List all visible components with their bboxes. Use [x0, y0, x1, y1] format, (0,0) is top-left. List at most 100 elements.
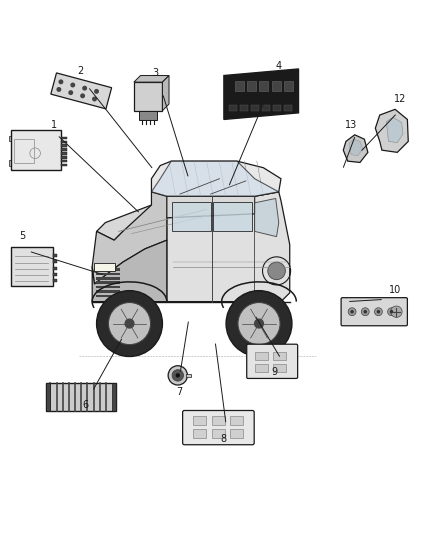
Bar	[251, 104, 258, 111]
Bar	[271, 81, 280, 91]
Polygon shape	[151, 161, 280, 196]
Bar	[259, 81, 268, 91]
Bar	[9, 160, 12, 166]
Text: 1: 1	[50, 120, 57, 130]
Circle shape	[125, 319, 134, 328]
Bar	[95, 286, 120, 288]
Polygon shape	[212, 201, 252, 231]
Polygon shape	[343, 135, 367, 163]
Bar	[46, 383, 50, 411]
Polygon shape	[385, 117, 402, 143]
Bar	[53, 266, 57, 270]
Polygon shape	[151, 161, 278, 196]
Polygon shape	[92, 192, 166, 284]
Circle shape	[127, 292, 132, 297]
Circle shape	[69, 91, 72, 94]
FancyBboxPatch shape	[340, 297, 406, 326]
Polygon shape	[162, 76, 169, 111]
Circle shape	[57, 88, 60, 91]
Circle shape	[108, 303, 150, 345]
Bar	[61, 148, 67, 151]
Circle shape	[226, 290, 291, 357]
Bar	[234, 81, 243, 91]
Bar	[14, 139, 34, 163]
Circle shape	[347, 308, 355, 316]
Circle shape	[389, 310, 392, 313]
Circle shape	[390, 306, 401, 318]
Text: 8: 8	[220, 434, 226, 444]
Bar	[139, 111, 156, 120]
Text: 13: 13	[344, 120, 357, 131]
Bar	[283, 104, 291, 111]
Bar	[272, 364, 286, 372]
Circle shape	[96, 290, 162, 357]
Bar	[95, 273, 120, 275]
Circle shape	[95, 90, 98, 93]
Bar	[61, 141, 67, 143]
Text: 4: 4	[275, 61, 281, 71]
Polygon shape	[374, 109, 407, 152]
Bar	[46, 383, 116, 411]
Bar	[61, 156, 67, 158]
Polygon shape	[223, 69, 298, 119]
FancyBboxPatch shape	[246, 344, 297, 378]
Bar	[247, 81, 255, 91]
Bar	[53, 260, 57, 263]
Bar	[254, 352, 267, 360]
Circle shape	[168, 366, 187, 385]
Text: 2: 2	[77, 66, 83, 76]
Bar	[95, 295, 120, 297]
Text: 10: 10	[388, 285, 400, 295]
Text: 5: 5	[19, 231, 25, 241]
Text: 3: 3	[152, 68, 159, 78]
Bar	[211, 429, 224, 438]
Circle shape	[172, 370, 183, 381]
Bar	[240, 104, 247, 111]
Polygon shape	[51, 73, 111, 109]
Bar	[61, 164, 67, 166]
Bar	[229, 104, 237, 111]
Circle shape	[71, 83, 74, 87]
Bar	[254, 364, 267, 372]
Bar	[193, 429, 206, 438]
Circle shape	[267, 262, 285, 280]
Bar	[95, 277, 120, 280]
Bar	[61, 144, 67, 147]
Bar	[283, 81, 292, 91]
Bar	[261, 104, 269, 111]
Bar	[211, 416, 224, 425]
Circle shape	[360, 308, 368, 316]
Bar	[95, 268, 120, 271]
Bar	[95, 281, 120, 284]
Bar	[53, 279, 57, 282]
Text: 6: 6	[82, 400, 88, 409]
Bar	[230, 429, 243, 438]
Polygon shape	[134, 76, 169, 82]
Bar	[9, 136, 12, 141]
Polygon shape	[96, 196, 254, 240]
Bar	[95, 290, 120, 293]
Polygon shape	[166, 192, 289, 302]
Bar	[94, 263, 115, 271]
Circle shape	[363, 310, 366, 313]
Circle shape	[387, 308, 395, 316]
Bar	[272, 352, 286, 360]
Circle shape	[59, 80, 63, 84]
Text: 9: 9	[271, 367, 277, 377]
Bar	[112, 383, 116, 411]
Circle shape	[374, 308, 381, 316]
Polygon shape	[92, 240, 166, 302]
Circle shape	[254, 319, 263, 328]
Bar	[134, 82, 162, 111]
Circle shape	[237, 303, 279, 345]
Bar	[185, 374, 191, 377]
FancyBboxPatch shape	[11, 131, 61, 170]
Bar	[193, 416, 206, 425]
Bar	[272, 104, 280, 111]
Polygon shape	[172, 201, 210, 231]
Polygon shape	[348, 139, 362, 156]
Circle shape	[350, 310, 353, 313]
Circle shape	[175, 373, 180, 377]
Circle shape	[81, 94, 84, 98]
Bar	[61, 152, 67, 155]
